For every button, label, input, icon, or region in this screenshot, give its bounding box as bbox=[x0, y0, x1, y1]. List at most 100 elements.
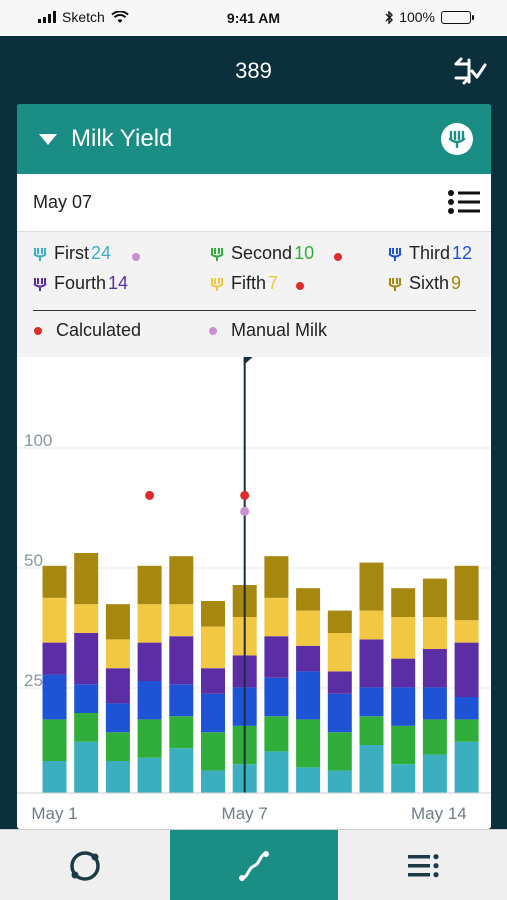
bar-segment bbox=[391, 617, 416, 659]
card-title: Milk Yield bbox=[71, 125, 173, 152]
bar-segment bbox=[137, 757, 162, 793]
legend-value: 24 bbox=[91, 243, 112, 263]
compare-check-icon[interactable] bbox=[453, 56, 487, 86]
legend-label: First bbox=[54, 243, 89, 263]
calculated-dot bbox=[34, 326, 42, 335]
bar-segment bbox=[359, 687, 384, 717]
milking-icon bbox=[388, 277, 402, 291]
bar-segment bbox=[454, 719, 479, 742]
tab-cycle[interactable] bbox=[0, 830, 170, 900]
menu-list-icon bbox=[407, 853, 439, 877]
legend-divider bbox=[33, 310, 476, 311]
bar-segment bbox=[264, 597, 289, 637]
marker-label: Manual Milk bbox=[231, 320, 328, 340]
y-tick-label: 100 bbox=[24, 431, 52, 450]
tab-menu[interactable] bbox=[338, 830, 507, 900]
bar-segment bbox=[74, 633, 99, 685]
bar-segment bbox=[327, 732, 352, 771]
legend-marker-calculated: Calculated bbox=[34, 320, 141, 341]
legend-label: Fifth bbox=[231, 273, 267, 293]
legend-item-first[interactable]: First 24 bbox=[33, 243, 111, 264]
bar-segment bbox=[422, 617, 447, 649]
bar-segment bbox=[42, 674, 67, 720]
bar-segment bbox=[359, 716, 384, 745]
legend-label: Sixth bbox=[409, 273, 450, 293]
milk-yield-chart[interactable]: 25 50 100 May 1 May 7 May 14 bbox=[17, 357, 491, 829]
bar-segment bbox=[105, 703, 130, 733]
bar-segment bbox=[296, 610, 321, 646]
bar-segment bbox=[137, 604, 162, 643]
bar-segment bbox=[327, 693, 352, 733]
bar-segment bbox=[327, 610, 352, 633]
card-header[interactable]: Milk Yield bbox=[17, 104, 491, 174]
bar-segment bbox=[391, 687, 416, 726]
bar-segment bbox=[296, 588, 321, 611]
bar-segment bbox=[105, 761, 130, 793]
legend-item-second[interactable]: Second 10 bbox=[210, 243, 314, 264]
bar-segment bbox=[105, 604, 130, 640]
bar-segment bbox=[264, 556, 289, 598]
top-bar: 389 bbox=[0, 36, 507, 106]
bar-segment bbox=[296, 645, 321, 672]
bar-segment bbox=[264, 716, 289, 752]
bar-segment bbox=[74, 713, 99, 742]
milking-icon bbox=[388, 247, 402, 261]
legend-value: 9 bbox=[451, 273, 462, 293]
x-tick-label: May 7 bbox=[222, 804, 268, 823]
bar-segment bbox=[105, 732, 130, 761]
bar-segment bbox=[201, 668, 225, 694]
bar-segment bbox=[296, 719, 321, 768]
bar-segment bbox=[296, 767, 321, 793]
bar-segment bbox=[422, 719, 447, 755]
collapse-triangle-icon[interactable] bbox=[39, 134, 57, 145]
milking-icon bbox=[33, 277, 47, 291]
date-bar: May 07 bbox=[17, 174, 491, 232]
bar-segment bbox=[422, 578, 447, 617]
milking-icon[interactable] bbox=[441, 123, 473, 155]
bar-segment bbox=[391, 588, 416, 617]
bar-segment bbox=[137, 681, 162, 720]
legend-item-fourth[interactable]: Fourth 14 bbox=[33, 273, 128, 294]
battery-group: 100% bbox=[385, 9, 474, 25]
bar-segment bbox=[264, 677, 289, 717]
legend-item-third[interactable]: Third 12 bbox=[388, 243, 472, 264]
calculated-point bbox=[145, 490, 155, 500]
bar-segment bbox=[42, 597, 67, 643]
list-icon[interactable] bbox=[447, 188, 481, 216]
wifi-icon bbox=[111, 10, 129, 23]
legend-value: 14 bbox=[108, 273, 129, 293]
legend-marker-manual: Manual Milk bbox=[209, 320, 327, 341]
bar-segment bbox=[42, 719, 67, 761]
bar-segment bbox=[74, 684, 99, 713]
selected-day-flag bbox=[243, 357, 253, 365]
bar-segment bbox=[327, 770, 352, 793]
bar-segment bbox=[359, 610, 384, 640]
legend-item-fifth[interactable]: Fifth 7 bbox=[210, 273, 278, 294]
bar-segment bbox=[264, 751, 289, 793]
bar-segment bbox=[454, 642, 479, 697]
bar-segment bbox=[137, 565, 162, 605]
milking-icon bbox=[210, 247, 224, 261]
calculated-point bbox=[240, 490, 250, 500]
bar-segment bbox=[137, 642, 162, 681]
manual-milk-point bbox=[240, 506, 250, 516]
bar-segment bbox=[74, 553, 99, 605]
tab-bar bbox=[0, 829, 507, 900]
bar-segment bbox=[422, 649, 447, 688]
bar-segment bbox=[454, 697, 479, 720]
bar-segment bbox=[327, 633, 352, 672]
bar-segment bbox=[391, 658, 416, 688]
bar-segment bbox=[137, 719, 162, 758]
bar-segment bbox=[169, 604, 194, 637]
legend-item-sixth[interactable]: Sixth 9 bbox=[388, 273, 461, 294]
bar-segment bbox=[42, 761, 67, 793]
bar-segment bbox=[42, 565, 67, 598]
bar-segment bbox=[74, 741, 99, 793]
animal-count: 389 bbox=[235, 58, 272, 83]
bar-segment bbox=[169, 684, 194, 717]
bar-segment bbox=[169, 636, 194, 685]
tab-trend[interactable] bbox=[170, 830, 338, 900]
bar-segment bbox=[454, 741, 479, 793]
bar-segment bbox=[105, 639, 130, 669]
x-tick-label: May 1 bbox=[31, 804, 77, 823]
